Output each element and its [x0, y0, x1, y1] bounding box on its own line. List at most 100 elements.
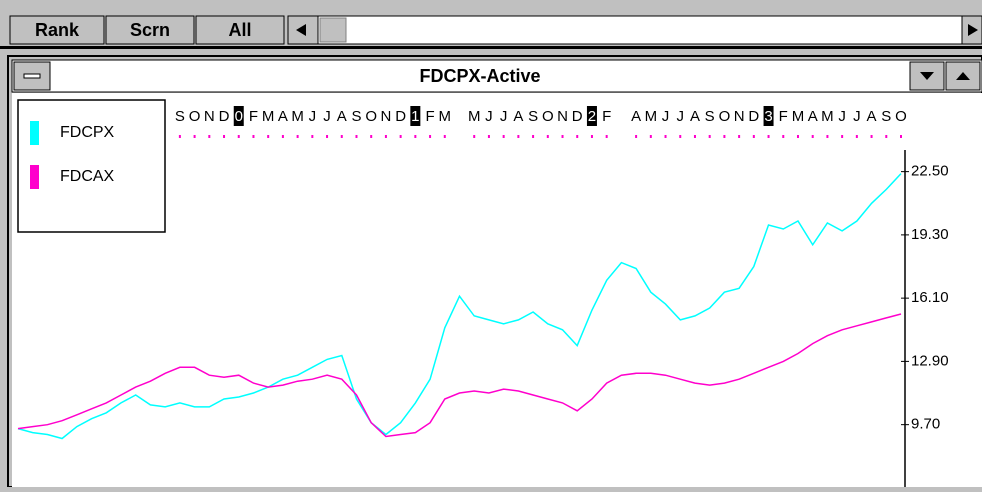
x-tick [649, 135, 652, 138]
x-tick [237, 135, 240, 138]
x-tick-label: 1 [411, 108, 419, 125]
x-tick-label: M [821, 108, 834, 125]
x-tick-label: J [309, 108, 317, 125]
chart-area [12, 93, 982, 487]
button-frame[interactable] [195, 15, 285, 45]
x-tick-label: S [705, 108, 715, 125]
x-tick-label: O [895, 108, 907, 125]
x-tick-label: S [175, 108, 185, 125]
x-tick [561, 135, 564, 138]
x-tick [473, 135, 476, 138]
scroll-thumb[interactable] [319, 17, 347, 43]
x-tick-label: D [219, 108, 230, 125]
x-tick-label: F [602, 108, 611, 125]
divider [0, 46, 982, 49]
x-tick [443, 135, 446, 138]
arrow-icon [956, 72, 970, 80]
x-tick-label: J [853, 108, 861, 125]
x-tick-label: 3 [764, 108, 772, 125]
x-tick [340, 135, 343, 138]
x-tick [546, 135, 549, 138]
x-tick [590, 135, 593, 138]
x-tick-label: D [572, 108, 583, 125]
x-tick-label: S [528, 108, 538, 125]
legend-box [17, 99, 166, 233]
x-tick [223, 135, 226, 138]
maximize-button[interactable] [945, 61, 981, 91]
x-tick [767, 135, 770, 138]
x-tick-label: A [278, 108, 288, 125]
x-tick-label: A [808, 108, 818, 125]
x-tick [178, 135, 181, 138]
x-tick [429, 135, 432, 138]
year-highlight [763, 106, 774, 126]
x-tick-label: S [351, 108, 361, 125]
x-tick-label: J [485, 108, 493, 125]
title-bar [11, 59, 982, 93]
series-line [17, 173, 902, 440]
x-tick [870, 135, 873, 138]
year-highlight [586, 106, 597, 126]
x-tick [384, 135, 387, 138]
button-label[interactable]: Scrn [130, 20, 170, 40]
x-tick [267, 135, 270, 138]
x-tick [782, 135, 785, 138]
x-tick-label: O [365, 108, 377, 125]
arrow-icon [968, 24, 978, 36]
window-title: FDCPX-Active [419, 66, 540, 86]
x-tick [517, 135, 520, 138]
x-tick [679, 135, 682, 138]
x-tick-label: A [867, 108, 877, 125]
x-tick-label: J [838, 108, 846, 125]
x-tick-label: 2 [588, 108, 596, 125]
x-tick-label: N [380, 108, 391, 125]
x-tick [399, 135, 402, 138]
legend-swatch [30, 165, 39, 189]
x-tick [370, 135, 373, 138]
button-label[interactable]: All [228, 20, 251, 40]
x-tick [326, 135, 329, 138]
x-tick [885, 135, 888, 138]
x-tick-label: F [249, 108, 258, 125]
x-tick-label: M [468, 108, 481, 125]
x-tick-label: M [792, 108, 805, 125]
x-tick-label: S [881, 108, 891, 125]
x-tick [208, 135, 211, 138]
x-tick [723, 135, 726, 138]
x-tick-label: A [631, 108, 641, 125]
button-label[interactable]: Rank [35, 20, 80, 40]
y-tick-label: 16.10 [911, 289, 949, 306]
x-tick-label: M [291, 108, 304, 125]
x-tick-label: O [542, 108, 554, 125]
year-highlight [233, 106, 244, 126]
scroll-track[interactable] [317, 15, 963, 45]
x-tick-label: F [425, 108, 434, 125]
legend-swatch [30, 121, 39, 145]
x-tick-label: O [719, 108, 731, 125]
x-tick-label: 0 [235, 108, 243, 125]
button-frame[interactable] [9, 15, 105, 45]
x-tick-label: J [662, 108, 670, 125]
arrow-icon [920, 72, 934, 80]
x-tick [502, 135, 505, 138]
x-tick [811, 135, 814, 138]
x-tick [855, 135, 858, 138]
x-tick [355, 135, 358, 138]
button-frame[interactable] [105, 15, 195, 45]
y-tick-label: 19.30 [911, 226, 949, 243]
legend-label: FDCAX [60, 168, 115, 185]
x-tick-label: A [337, 108, 347, 125]
y-tick-label: 12.90 [911, 352, 949, 369]
y-tick-label: 22.50 [911, 163, 949, 180]
y-tick-label: 9.70 [911, 416, 940, 433]
x-tick [532, 135, 535, 138]
legend-label: FDCPX [60, 124, 115, 141]
x-tick [693, 135, 696, 138]
x-tick [826, 135, 829, 138]
x-tick [281, 135, 284, 138]
x-tick [635, 135, 638, 138]
x-tick [708, 135, 711, 138]
x-tick [296, 135, 299, 138]
x-tick-label: N [734, 108, 745, 125]
